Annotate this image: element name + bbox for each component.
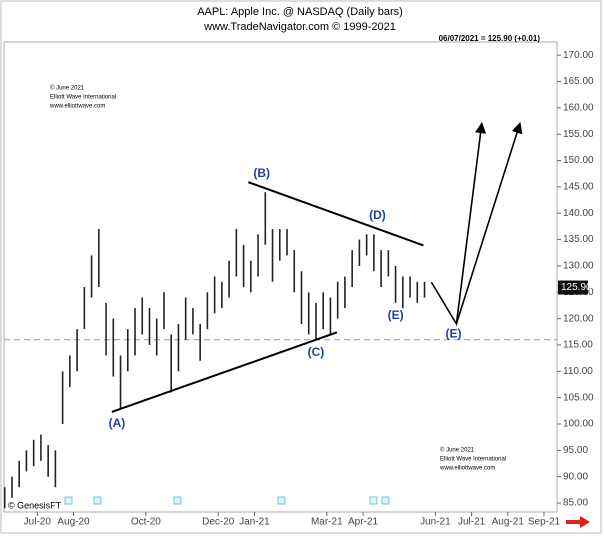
wave-label: (E) — [445, 327, 461, 341]
chart-subtitle: www.TradeNavigator.com © 1999-2021 — [203, 21, 396, 33]
y-tick-label: 140.00 — [563, 208, 594, 219]
y-tick-label: 165.00 — [563, 76, 594, 87]
event-icon — [93, 496, 102, 505]
y-tick-label: 160.00 — [563, 103, 594, 114]
watermark-line: © June 2021 — [440, 447, 475, 454]
watermark-line: Elliott Wave International — [440, 457, 506, 463]
projection-arrow — [430, 121, 487, 327]
wave-label: (B) — [253, 166, 270, 180]
event-icon — [277, 496, 286, 505]
y-tick-label: 150.00 — [563, 155, 594, 166]
x-tick-label: Apr-21 — [348, 517, 378, 528]
y-tick-label: 155.00 — [563, 129, 594, 140]
x-tick-label: Jul-21 — [458, 517, 486, 528]
x-tick-label: Jan-21 — [239, 517, 270, 528]
event-icon — [381, 496, 390, 505]
watermark-line: © June 2021 — [50, 85, 85, 92]
x-tick-label: Jun-21 — [420, 517, 451, 528]
x-tick-label: Sep-21 — [528, 517, 561, 528]
last-price-tag — [558, 280, 588, 295]
wave-label: (A) — [109, 416, 126, 430]
projection-arrow — [455, 122, 523, 325]
plot-border — [3, 41, 558, 513]
quote: 06/07/2021 = 125.90 (+0.01) — [439, 34, 541, 43]
y-tick-label: 170.00 — [563, 50, 594, 61]
wave-label: (E) — [388, 308, 404, 322]
x-tick-label: Aug-21 — [492, 517, 525, 528]
y-tick-label: 95.00 — [563, 445, 588, 456]
y-tick-label: 120.00 — [563, 313, 594, 324]
last-price-label: 125.90 — [561, 282, 592, 293]
source: © GenesisFT — [8, 500, 62, 510]
x-tick-label: Jul-20 — [24, 517, 52, 528]
y-tick-label: 130.00 — [563, 261, 594, 272]
y-tick-label: 135.00 — [563, 234, 594, 245]
x-tick-label: Aug-20 — [57, 517, 90, 528]
scroll-arrow[interactable] — [566, 516, 590, 528]
y-tick-label: 115.00 — [563, 340, 593, 351]
watermark-line: www.elliottwave.com — [439, 466, 495, 472]
y-tick-label: 105.00 — [563, 392, 594, 403]
y-tick-label: 145.00 — [563, 182, 594, 193]
trendline — [247, 181, 424, 247]
trendline — [111, 331, 338, 413]
event-icon — [64, 496, 73, 505]
x-tick-label: Oct-20 — [131, 517, 161, 528]
y-tick-label: 110.00 — [563, 366, 593, 377]
watermark-line: www.elliottwave.com — [49, 104, 105, 110]
y-tick-label: 85.00 — [563, 498, 588, 509]
watermark-line: Elliott Wave International — [50, 95, 116, 101]
wave-label: (D) — [369, 208, 386, 222]
y-tick-label: 100.00 — [563, 419, 594, 430]
event-icons — [64, 496, 390, 505]
wave-label: (C) — [308, 345, 325, 359]
event-icon — [369, 496, 378, 505]
y-tick-label: 90.00 — [563, 471, 588, 482]
event-icon — [173, 496, 182, 505]
x-tick-label: Dec-20 — [202, 517, 235, 528]
chart-title: AAPL: Apple Inc. @ NASDAQ (Daily bars) — [197, 6, 403, 18]
x-tick-label: Mar-21 — [311, 517, 343, 528]
